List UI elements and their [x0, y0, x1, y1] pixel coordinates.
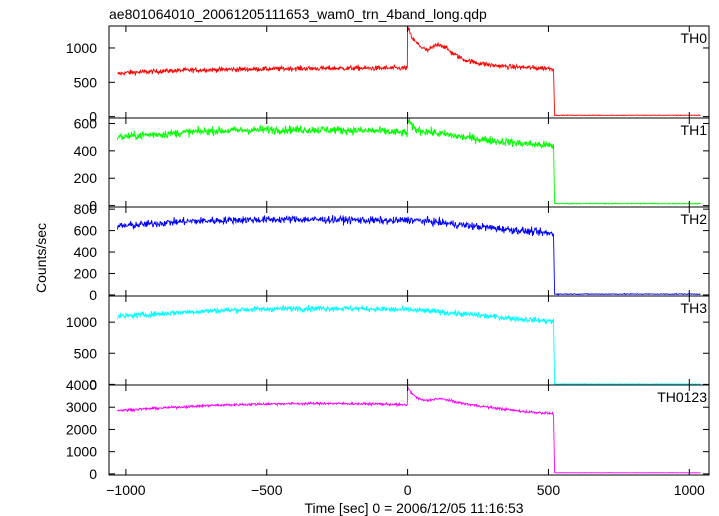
panel-label-th0123: TH0123 — [657, 389, 707, 405]
y-tick-label: 4000 — [66, 377, 97, 393]
x-tick-label: −1000 — [106, 482, 146, 498]
x-tick-label: 500 — [537, 482, 561, 498]
x-axis-title: Time [sec] 0 = 2006/12/05 11:16:53 — [304, 500, 523, 516]
panels-group: 0 500 1000 TH0 0 200 400 600 TH1 0 200 400 600 800 TH2… — [66, 25, 710, 498]
y-tick-label: 600 — [74, 115, 98, 131]
y-tick-label: 600 — [74, 223, 98, 239]
series-line-th3 — [117, 303, 701, 386]
x-tick-label: 1000 — [674, 482, 705, 498]
panel-th2: 0 200 400 600 800 TH2 — [74, 201, 710, 303]
series-line-th0 — [117, 25, 701, 117]
y-tick-label: 400 — [74, 143, 98, 159]
y-tick-label: 0 — [89, 466, 97, 482]
y-tick-label: 1000 — [66, 444, 97, 460]
series-line-th2 — [117, 214, 701, 296]
panel-label-th1: TH1 — [681, 122, 708, 138]
y-tick-label: 0 — [89, 376, 97, 392]
y-tick-label: 800 — [74, 201, 98, 217]
panel-label-th0: TH0 — [681, 30, 708, 46]
y-tick-label: 1000 — [66, 314, 97, 330]
y-tick-label: 500 — [74, 345, 98, 361]
panel-th3: 0 500 1000 TH3 — [66, 295, 710, 392]
panel-th0123: 0 1000 2000 3000 4000 TH0123 — [66, 377, 710, 482]
panel-th1: 0 200 400 600 TH1 — [74, 115, 710, 214]
panel-frame — [108, 384, 710, 476]
y-tick-label: 500 — [74, 74, 98, 90]
y-tick-label: 3000 — [66, 399, 97, 415]
y-tick-label: 1000 — [66, 40, 97, 56]
series-line-th0123 — [117, 386, 701, 474]
chart-title: ae801064010_20061205111653_wam0_trn_4ban… — [109, 6, 487, 22]
y-axis-title: Counts/sec — [33, 223, 49, 293]
series-line-th1 — [117, 118, 701, 205]
y-tick-label: 200 — [74, 265, 98, 281]
y-tick-label: 0 — [89, 198, 97, 214]
panel-label-th3: TH3 — [681, 300, 708, 316]
panel-label-th2: TH2 — [681, 211, 708, 227]
y-tick-label: 2000 — [66, 421, 97, 437]
panel-th0: 0 500 1000 TH0 — [66, 25, 710, 125]
x-tick-label: 0 — [404, 482, 412, 498]
x-tick-label: −500 — [251, 482, 283, 498]
y-tick-label: 200 — [74, 170, 98, 186]
y-tick-label: 400 — [74, 244, 98, 260]
y-tick-label: 0 — [89, 287, 97, 303]
y-tick-label: 0 — [89, 109, 97, 125]
